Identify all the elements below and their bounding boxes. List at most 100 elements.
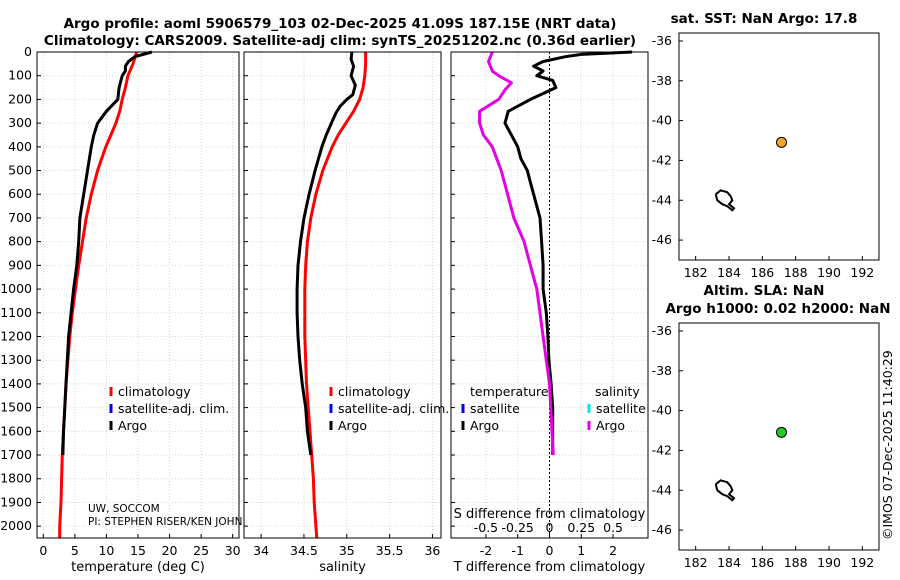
series-argo xyxy=(61,50,153,456)
title-line2: Climatology: CARS2009. Satellite-adj cli… xyxy=(44,33,636,49)
x-axis-label: salinity xyxy=(319,560,366,575)
x-tick-label: 1 xyxy=(577,543,585,558)
y-tick-label: 500 xyxy=(8,163,32,178)
x-tick-label: 34.5 xyxy=(290,543,318,558)
y-tick-label: 1100 xyxy=(0,305,32,320)
legend-label: satellite xyxy=(596,401,646,416)
x-tick-label: 30 xyxy=(225,543,241,558)
map-x-tick-label: 188 xyxy=(784,265,808,280)
x-tick-label: 35 xyxy=(339,543,355,558)
series-temperature-argo xyxy=(503,50,633,455)
series-argo xyxy=(295,51,357,456)
y-tick-label: 1900 xyxy=(0,494,32,509)
map-y-tick-label: -38 xyxy=(652,73,672,88)
map-x-tick-label: 192 xyxy=(850,265,874,280)
x-tick-label: 15 xyxy=(130,543,146,558)
x-tick-label: 35.5 xyxy=(376,543,404,558)
x2-axis-label: S difference from climatology xyxy=(454,507,646,522)
map-x-tick-label: 184 xyxy=(717,265,741,280)
axes-frame xyxy=(243,51,442,539)
map-x-tick-label: 186 xyxy=(750,555,774,570)
x-tick-label: -2 xyxy=(480,543,492,558)
title-line1: Argo profile: aoml 5906579_103 02-Dec-20… xyxy=(64,16,617,32)
y-tick-label: 1300 xyxy=(0,352,32,367)
credit-line2: PI: STEPHEN RISER/KEN JOHN xyxy=(88,516,242,528)
timestamp: ©IMOS 07-Dec-2025 11:40:29 xyxy=(880,350,895,540)
legend-label: Argo xyxy=(470,418,499,433)
y-tick-label: 1800 xyxy=(0,471,32,486)
x-tick-label: 36 xyxy=(424,543,440,558)
map-y-tick-label: -46 xyxy=(652,232,672,247)
legend-label: climatology xyxy=(338,384,411,399)
y-tick-label: 1500 xyxy=(0,400,32,415)
map-frame xyxy=(678,322,880,551)
profile-location-marker xyxy=(776,426,787,438)
x-tick-label: 20 xyxy=(162,543,178,558)
map-y-tick-label: -44 xyxy=(652,482,672,497)
legend-label: satellite xyxy=(470,401,520,416)
legend-label: Argo xyxy=(596,418,625,433)
map-y-tick-label: -42 xyxy=(652,442,672,457)
map-y-tick-label: -36 xyxy=(652,33,672,48)
map-x-tick-label: 186 xyxy=(750,265,774,280)
y-tick-label: 100 xyxy=(8,68,32,83)
x-tick-label: 10 xyxy=(98,543,114,558)
chatham-island-outline xyxy=(714,189,736,212)
x-tick-label: 5 xyxy=(71,543,79,558)
map-x-tick-label: 188 xyxy=(784,555,808,570)
x-tick-label: 34 xyxy=(253,543,269,558)
y-tick-label: 1700 xyxy=(0,447,32,462)
legend-salinity-heading: salinity xyxy=(595,384,640,399)
credit-line1: UW, SOCCOM xyxy=(88,503,160,515)
axes-frame xyxy=(36,51,240,539)
x2-tick-label: 0.5 xyxy=(603,520,623,535)
chatham-island-outline xyxy=(714,479,736,502)
sla-map-title2: Argo h1000: 0.02 h2000: NaN xyxy=(665,301,890,317)
map-x-tick-label: 182 xyxy=(684,555,708,570)
map-y-tick-label: -36 xyxy=(652,323,672,338)
legend-label: climatology xyxy=(118,384,191,399)
legend-label: Argo xyxy=(338,418,367,433)
x2-tick-label: 0 xyxy=(546,520,554,535)
map-y-tick-label: -40 xyxy=(652,403,672,418)
y-tick-label: 1400 xyxy=(0,376,32,391)
map-y-tick-label: -44 xyxy=(652,192,672,207)
x2-tick-label: -0.25 xyxy=(502,520,534,535)
map-x-tick-label: 182 xyxy=(684,265,708,280)
sst-map-title: sat. SST: NaN Argo: 17.8 xyxy=(671,11,858,27)
legend-label: Argo xyxy=(118,418,147,433)
x-tick-label: -1 xyxy=(511,543,523,558)
y-tick-label: 400 xyxy=(8,139,32,154)
map-y-tick-label: -40 xyxy=(652,113,672,128)
y-tick-label: 200 xyxy=(8,91,32,106)
x-tick-label: 2 xyxy=(609,543,617,558)
y-tick-label: 800 xyxy=(8,234,32,249)
y-tick-label: 300 xyxy=(8,115,32,130)
series-salinity-argo xyxy=(478,51,555,456)
axes-frame xyxy=(450,51,649,539)
x2-tick-label: 0.25 xyxy=(567,520,595,535)
map-y-tick-label: -42 xyxy=(652,152,672,167)
map-x-tick-label: 190 xyxy=(817,265,841,280)
map-x-tick-label: 190 xyxy=(817,555,841,570)
y-tick-label: 1600 xyxy=(0,423,32,438)
y-tick-label: 600 xyxy=(8,186,32,201)
map-y-tick-label: -38 xyxy=(652,363,672,378)
legend-label: satellite-adj. clim. xyxy=(338,401,449,416)
series-climatology xyxy=(303,52,368,539)
y-tick-label: 0 xyxy=(24,44,32,59)
y-tick-label: 2000 xyxy=(0,518,32,533)
x2-tick-label: -0.5 xyxy=(474,520,498,535)
legend-label: satellite-adj. clim. xyxy=(118,401,229,416)
x-axis-label: T difference from climatology xyxy=(453,560,646,575)
y-tick-label: 1000 xyxy=(0,281,32,296)
map-frame xyxy=(678,32,880,261)
y-tick-label: 700 xyxy=(8,210,32,225)
x-tick-label: 0 xyxy=(546,543,554,558)
x-tick-label: 25 xyxy=(193,543,209,558)
x-axis-label: temperature (deg C) xyxy=(71,560,205,575)
y-tick-label: 900 xyxy=(8,257,32,272)
map-x-tick-label: 184 xyxy=(717,555,741,570)
legend-temperature-heading: temperature xyxy=(470,384,549,399)
